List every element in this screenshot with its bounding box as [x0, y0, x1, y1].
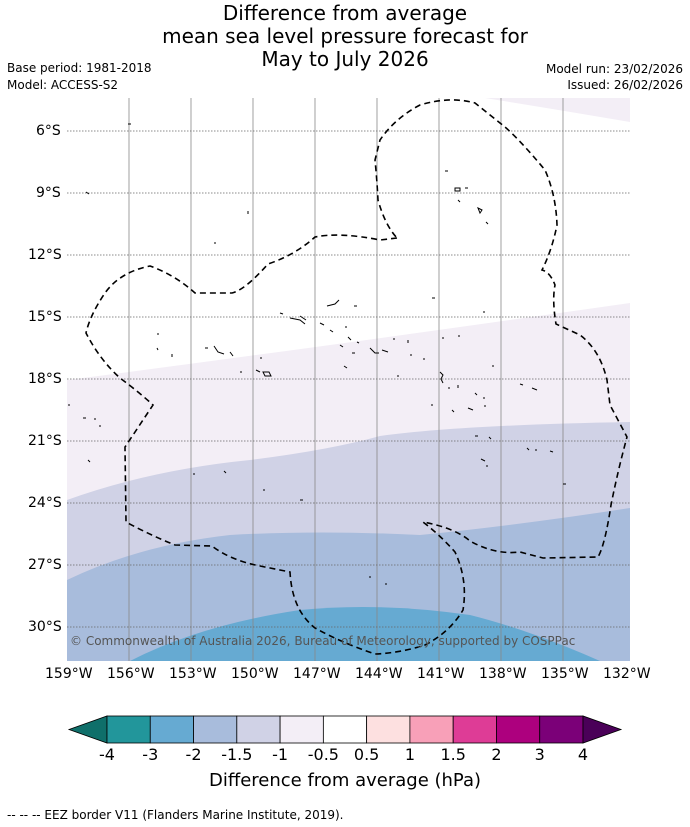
lat-label: 9°S [36, 185, 61, 201]
lon-label: 144°W [355, 666, 403, 682]
lat-label: 15°S [28, 309, 62, 325]
lon-label: 138°W [479, 666, 527, 682]
colorbar-tick-label: -0.5 [307, 745, 339, 764]
lat-label: 27°S [28, 557, 62, 573]
colorbar-cell [236, 715, 281, 744]
lon-label: 135°W [541, 666, 589, 682]
colorbar-tick-label: 3 [534, 745, 545, 764]
island-coastlines [68, 123, 566, 585]
colorbar-cell [496, 715, 541, 744]
colorbar-tick-label: -1 [272, 745, 289, 764]
gridlines [128, 98, 564, 661]
colorbar-tick-label: -2 [185, 745, 202, 764]
colorbar-tick-label: 4 [577, 745, 589, 764]
lon-label: 132°W [603, 666, 651, 682]
lat-label: 30°S [28, 619, 62, 635]
lon-label: 153°W [169, 666, 217, 682]
colorbar-tick-label: -1.5 [221, 745, 253, 764]
anomaly-band-minus-2 [130, 606, 600, 661]
colorbar-tick-label: 2 [491, 745, 502, 764]
colorbar-tick-label: 0.5 [353, 745, 380, 764]
colorbar-tick-label: 1.5 [440, 745, 466, 764]
colorbar-title: Difference from average (hPa) [208, 770, 482, 791]
copyright-notice: © Commonwealth of Australia 2026, Bureau… [70, 634, 576, 648]
map-title-line3: May to July 2026 [261, 47, 429, 71]
map-title-line2: mean sea level pressure forecast for [162, 24, 528, 48]
lat-label: 24°S [28, 495, 62, 511]
lat-label: 21°S [28, 433, 62, 449]
eez-footnote: -- -- -- EEZ border V11 (Flanders Marine… [7, 808, 344, 822]
colorbar-tick-label: 1 [404, 745, 415, 764]
colorbar-cell [539, 715, 584, 744]
lon-label: 150°W [231, 666, 279, 682]
base-period-label: Base period: 1981-2018 [7, 61, 152, 75]
lat-label: 12°S [28, 247, 62, 263]
lon-label: 159°W [45, 666, 93, 682]
lon-label: 141°W [417, 666, 465, 682]
colorbar-cell [193, 715, 238, 744]
colorbar-cell [279, 715, 324, 744]
colorbar-cell [409, 715, 454, 744]
colorbar-cell [452, 715, 497, 744]
colorbar-tick-label: -4 [99, 745, 115, 764]
model-label: Model: ACCESS-S2 [7, 78, 119, 92]
colorbar-tick-label: -3 [142, 745, 159, 764]
colorbar-extend-low [67, 715, 108, 744]
lon-label: 147°W [293, 666, 341, 682]
colorbar-cell [366, 715, 411, 744]
eez-border [85, 99, 628, 655]
map-title-line1: Difference from average [222, 1, 468, 25]
colorbar-cell [106, 715, 151, 744]
model-run-label: Model run: 23/02/2026 [545, 62, 683, 76]
colorbar-cell [322, 715, 368, 744]
lat-label: 18°S [28, 371, 62, 387]
gridlines-lat [67, 130, 630, 628]
colorbar-extend-high [582, 715, 623, 744]
anomaly-band-minus-0.5 [485, 98, 630, 122]
lon-label: 156°W [107, 666, 155, 682]
lat-label: 6°S [36, 123, 61, 139]
issued-label: Issued: 26/02/2026 [567, 78, 683, 92]
colorbar-cell [149, 715, 194, 744]
